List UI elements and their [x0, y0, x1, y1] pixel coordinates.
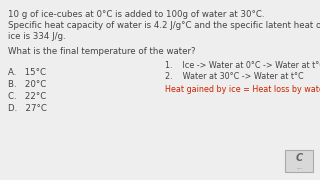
Text: Specific heat capacity of water is 4.2 J/g°C and the specific latent heat of fus: Specific heat capacity of water is 4.2 J…: [8, 21, 320, 30]
Text: C: C: [295, 153, 303, 163]
Text: B.   20°C: B. 20°C: [8, 80, 46, 89]
Text: 2.    Water at 30°C -> Water at t°C: 2. Water at 30°C -> Water at t°C: [165, 72, 304, 81]
Text: ___: ___: [296, 165, 302, 169]
Bar: [285, 150, 313, 172]
Text: 1.    Ice -> Water at 0°C -> Water at t°C: 1. Ice -> Water at 0°C -> Water at t°C: [165, 61, 320, 70]
Text: C.   22°C: C. 22°C: [8, 92, 46, 101]
Text: Heat gained by ice = Heat loss by water: Heat gained by ice = Heat loss by water: [165, 85, 320, 94]
Text: What is the final temperature of the water?: What is the final temperature of the wat…: [8, 47, 196, 56]
Text: ice is 334 J/g.: ice is 334 J/g.: [8, 32, 66, 41]
Text: 10 g of ice-cubes at 0°C is added to 100g of water at 30°C.: 10 g of ice-cubes at 0°C is added to 100…: [8, 10, 265, 19]
Text: D.   27°C: D. 27°C: [8, 104, 47, 113]
Text: A.   15°C: A. 15°C: [8, 68, 46, 77]
